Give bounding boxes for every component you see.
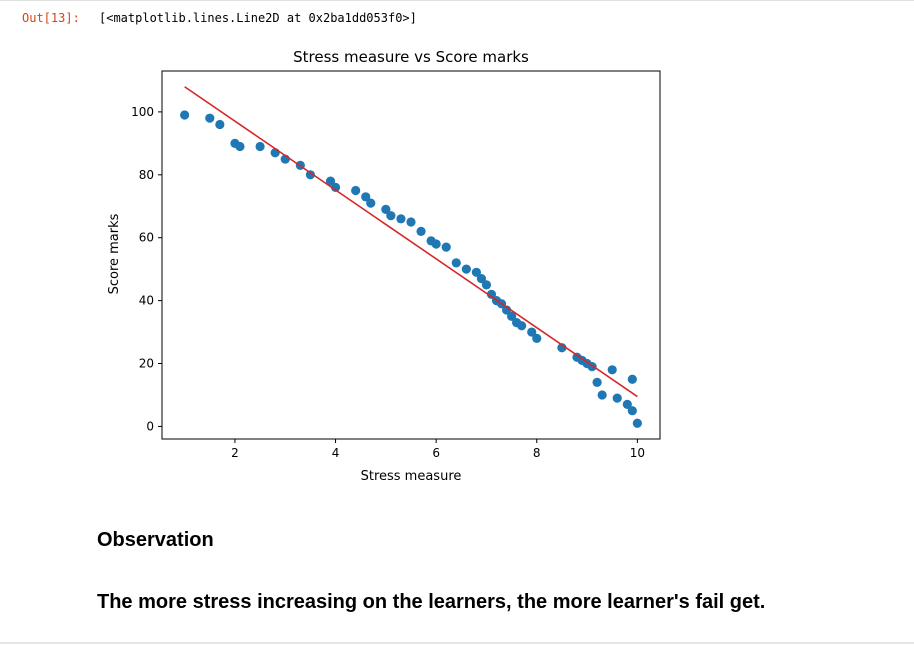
- x-tick-label: 4: [332, 446, 340, 460]
- data-point: [441, 242, 451, 252]
- x-tick-label: 10: [630, 446, 645, 460]
- data-point: [517, 321, 527, 331]
- data-point: [396, 214, 406, 224]
- y-tick-label: 100: [131, 105, 154, 119]
- data-point: [627, 406, 637, 416]
- data-point: [486, 289, 497, 299]
- scatter-chart: Stress measure vs Score marks 2 4 6 8 100204…: [107, 48, 661, 484]
- output-prompt: Out[13]:: [22, 11, 80, 25]
- fit-line: [184, 86, 638, 398]
- y-tick-label: 40: [139, 294, 154, 308]
- data-point: [205, 113, 215, 123]
- x-tick-label: 6: [432, 446, 440, 460]
- data-point: [386, 211, 396, 221]
- data-point: [451, 258, 461, 268]
- data-point: [180, 110, 190, 120]
- data-point: [532, 333, 542, 343]
- data-point: [461, 264, 471, 274]
- data-point: [527, 327, 537, 337]
- data-point: [597, 390, 607, 400]
- data-point: [607, 365, 617, 375]
- data-point: [481, 280, 492, 290]
- data-point: [381, 204, 391, 214]
- data-point: [366, 198, 376, 208]
- data-point: [235, 141, 245, 152]
- data-point: [592, 377, 602, 387]
- data-point: [361, 192, 371, 202]
- data-point: [507, 311, 517, 321]
- data-point: [612, 393, 622, 403]
- y-tick-label: 80: [139, 168, 154, 182]
- data-point: [215, 119, 225, 130]
- plot-frame: [161, 70, 661, 440]
- cell-bottom-border: [0, 642, 914, 644]
- data-point: [476, 273, 487, 284]
- output-text: [<matplotlib.lines.Line2D at 0x2ba1dd053…: [99, 11, 417, 25]
- y-tick-label: 60: [139, 231, 154, 245]
- data-point: [325, 176, 336, 186]
- observation-heading: Observation: [97, 529, 214, 551]
- data-point: [627, 374, 637, 384]
- chart-title: Stress measure vs Score marks: [293, 48, 529, 66]
- y-axis-label: Score marks: [107, 213, 122, 294]
- x-tick-label: 2: [231, 446, 239, 460]
- observation-text: The more stress increasing on the learne…: [97, 591, 766, 613]
- x-tick-label: 8: [533, 446, 541, 460]
- data-point: [431, 239, 441, 249]
- data-point: [471, 267, 481, 277]
- data-point: [305, 170, 315, 180]
- data-point: [622, 399, 632, 410]
- y-tick-label: 20: [139, 357, 154, 371]
- data-point: [416, 226, 426, 237]
- data-point: [406, 217, 416, 227]
- y-tick-label: 0: [146, 419, 154, 433]
- cell-top-border: [0, 0, 914, 1]
- data-point: [557, 343, 567, 353]
- data-point: [255, 141, 265, 152]
- data-point: [632, 418, 642, 428]
- x-axis-label: Stress measure: [361, 469, 462, 484]
- data-point: [330, 182, 341, 192]
- data-point: [351, 185, 361, 196]
